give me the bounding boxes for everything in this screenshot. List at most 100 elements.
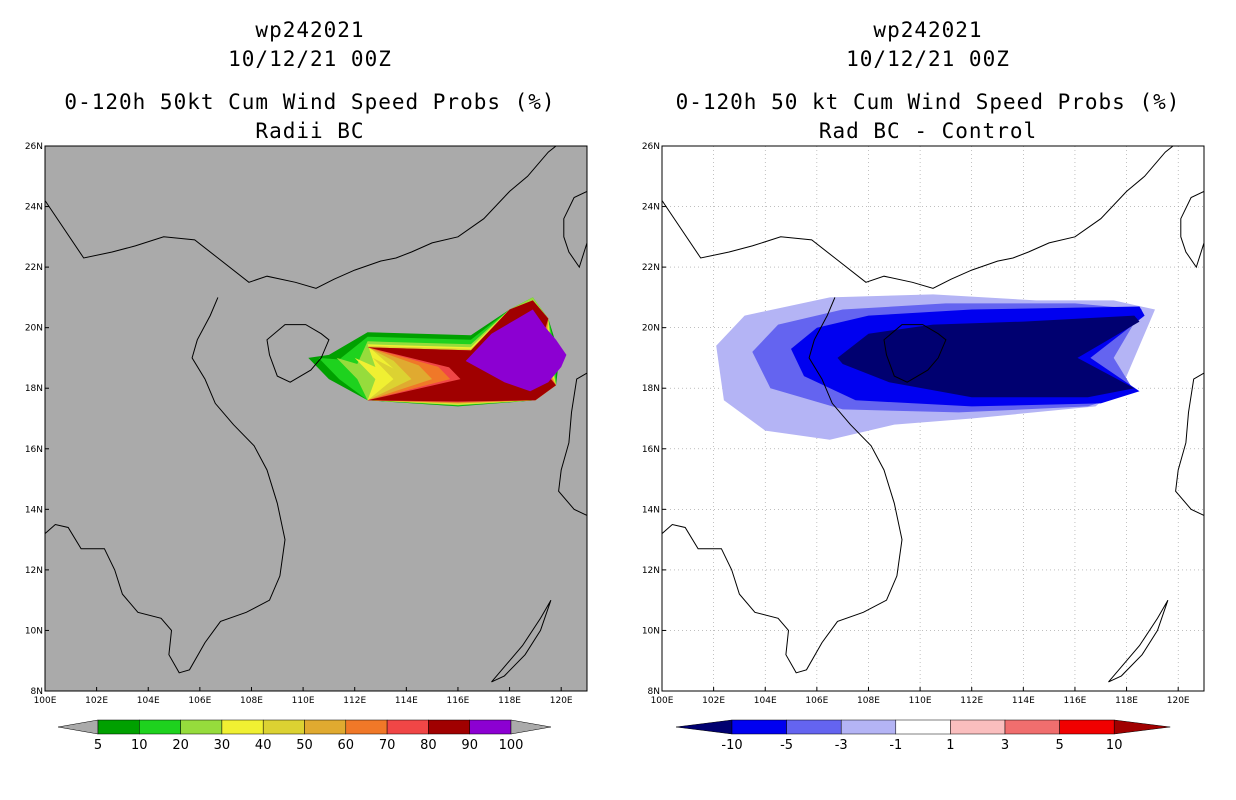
left-datetime: 10/12/21 00Z — [228, 47, 392, 71]
lat-label: 24N — [25, 203, 43, 213]
colorbar-label: 5 — [1055, 738, 1063, 753]
lon-label: 112E — [960, 696, 983, 706]
lat-label: 10N — [25, 626, 43, 636]
coastline-mainland — [44, 145, 557, 289]
colorbar-label: 1 — [946, 738, 954, 753]
colorbar-label: 40 — [255, 738, 272, 753]
colorbar-label: -5 — [780, 738, 793, 753]
lon-label: 118E — [1115, 696, 1138, 706]
colorbar-swatch — [895, 719, 951, 735]
lon-label: 100E — [34, 696, 57, 706]
left-panel-title: wp242021 10/12/21 00Z 0-120h 50kt Cum Wi… — [30, 16, 590, 146]
coastline-vietnam — [44, 297, 286, 674]
lat-label: 18N — [25, 384, 43, 394]
coastline-luzon — [1175, 372, 1205, 516]
lon-label: 102E — [85, 696, 108, 706]
colorbar-label: 50 — [296, 738, 313, 753]
colorbar-swatch — [139, 719, 181, 735]
lat-label: 8N — [648, 687, 660, 697]
colorbar-label: 3 — [1001, 738, 1009, 753]
colorbar-swatch — [180, 719, 223, 735]
colorbar-low-arrow — [675, 719, 733, 735]
right-datetime: 10/12/21 00Z — [846, 47, 1010, 71]
coastline-palawan — [1108, 599, 1169, 683]
lon-label: 102E — [702, 696, 725, 706]
colorbar-label: 70 — [379, 738, 396, 753]
colorbar-high-arrow — [510, 719, 552, 735]
lat-label: 20N — [25, 324, 43, 334]
coastline-palawan — [491, 599, 552, 683]
lon-label: 104E — [754, 696, 777, 706]
right-product-title: 0-120h 50 kt Cum Wind Speed Probs (%) — [675, 90, 1181, 114]
lat-label: 22N — [25, 263, 43, 273]
coastline-hainan — [266, 324, 330, 383]
colorbar-label: 60 — [338, 738, 355, 753]
colorbar-label: -10 — [721, 738, 742, 753]
lat-label: 16N — [25, 445, 43, 455]
colorbar-label: 10 — [1106, 738, 1123, 753]
lat-label: 14N — [25, 505, 43, 515]
colorbar-swatch — [469, 719, 512, 735]
lon-label: 120E — [1167, 696, 1190, 706]
colorbar-swatch — [950, 719, 1006, 735]
lat-label: 26N — [25, 142, 43, 152]
colorbar-swatch — [262, 719, 305, 735]
right-storm-id: wp242021 — [873, 18, 983, 42]
lon-label: 108E — [857, 696, 880, 706]
left-map-frame — [44, 145, 588, 692]
lon-label: 120E — [550, 696, 573, 706]
colorbar-label: 5 — [94, 738, 102, 753]
colorbar-swatch — [428, 719, 470, 735]
lon-label: 110E — [909, 696, 932, 706]
colorbar-swatch — [1004, 719, 1060, 735]
left-map-background — [45, 146, 587, 691]
colorbar-swatch — [304, 719, 347, 735]
left-subtitle: Radii BC — [255, 119, 365, 143]
lon-label: 110E — [292, 696, 315, 706]
lon-label: 116E — [1064, 696, 1087, 706]
lon-label: 118E — [498, 696, 521, 706]
colorbar-label: 90 — [461, 738, 478, 753]
lon-label: 112E — [343, 696, 366, 706]
lon-label: 104E — [137, 696, 160, 706]
colorbar-swatch — [1059, 719, 1115, 735]
colorbar-swatch — [221, 719, 264, 735]
right-map-frame — [661, 145, 1205, 692]
lat-label: 10N — [642, 626, 660, 636]
colorbar-label: 100 — [499, 738, 524, 753]
colorbar-swatch — [731, 719, 787, 735]
lat-label: 14N — [642, 505, 660, 515]
coastline-vietnam — [661, 297, 903, 674]
lon-label: 114E — [1012, 696, 1035, 706]
colorbar-low-arrow — [57, 719, 99, 735]
colorbar-label: 80 — [420, 738, 437, 753]
colorbar-label: 30 — [214, 738, 231, 753]
left-product-title: 0-120h 50kt Cum Wind Speed Probs (%) — [64, 90, 556, 114]
lon-label: 114E — [395, 696, 418, 706]
coastline-mainland — [661, 145, 1174, 289]
lat-label: 26N — [642, 142, 660, 152]
colorbar-swatch — [786, 719, 842, 735]
lon-label: 106E — [805, 696, 828, 706]
lon-label: 108E — [240, 696, 263, 706]
colorbar-swatch — [386, 719, 429, 735]
lon-label: 116E — [447, 696, 470, 706]
lat-label: 18N — [642, 384, 660, 394]
lat-label: 22N — [642, 263, 660, 273]
lon-label: 100E — [651, 696, 674, 706]
lat-label: 12N — [25, 566, 43, 576]
right-subtitle: Rad BC - Control — [818, 119, 1038, 143]
lat-label: 16N — [642, 445, 660, 455]
coastline-hainan — [883, 324, 947, 383]
colorbar-swatch — [345, 719, 388, 735]
colorbar-label: -3 — [835, 738, 848, 753]
coastline-luzon — [558, 372, 588, 516]
colorbar-label: 10 — [131, 738, 148, 753]
lat-label: 20N — [642, 324, 660, 334]
lat-label: 8N — [31, 687, 43, 697]
left-storm-id: wp242021 — [255, 18, 365, 42]
diff-minus-10-region — [837, 315, 1140, 398]
